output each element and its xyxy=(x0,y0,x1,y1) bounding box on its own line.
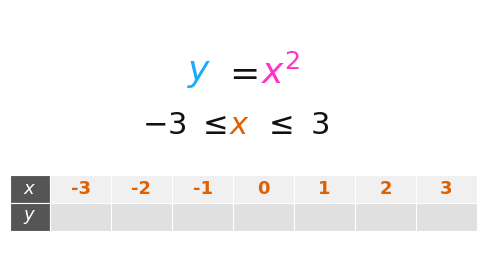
FancyBboxPatch shape xyxy=(172,175,233,203)
Text: $-3\ \leq$: $-3\ \leq$ xyxy=(142,111,228,140)
FancyBboxPatch shape xyxy=(50,175,111,203)
FancyBboxPatch shape xyxy=(10,203,50,231)
Text: $x$: $x$ xyxy=(229,110,251,141)
FancyBboxPatch shape xyxy=(111,203,172,231)
Text: $=$: $=$ xyxy=(222,56,258,90)
Text: 2: 2 xyxy=(379,180,392,198)
FancyBboxPatch shape xyxy=(10,175,50,203)
FancyBboxPatch shape xyxy=(50,203,111,231)
Text: -3: -3 xyxy=(71,180,91,198)
FancyBboxPatch shape xyxy=(416,203,477,231)
FancyBboxPatch shape xyxy=(111,175,172,203)
FancyBboxPatch shape xyxy=(416,175,477,203)
Text: 0: 0 xyxy=(257,180,270,198)
Text: $\leq\ 3$: $\leq\ 3$ xyxy=(263,111,329,140)
Text: $y$: $y$ xyxy=(24,208,36,226)
Text: 3: 3 xyxy=(440,180,453,198)
FancyBboxPatch shape xyxy=(355,175,416,203)
Text: $x$: $x$ xyxy=(24,180,36,198)
FancyBboxPatch shape xyxy=(172,203,233,231)
Text: -2: -2 xyxy=(132,180,152,198)
FancyBboxPatch shape xyxy=(355,203,416,231)
FancyBboxPatch shape xyxy=(294,175,355,203)
FancyBboxPatch shape xyxy=(233,203,294,231)
Text: -1: -1 xyxy=(192,180,213,198)
FancyBboxPatch shape xyxy=(233,175,294,203)
FancyBboxPatch shape xyxy=(294,203,355,231)
Text: 1: 1 xyxy=(318,180,331,198)
Text: $y$: $y$ xyxy=(187,56,212,90)
Text: $x^2$: $x^2$ xyxy=(261,55,300,91)
